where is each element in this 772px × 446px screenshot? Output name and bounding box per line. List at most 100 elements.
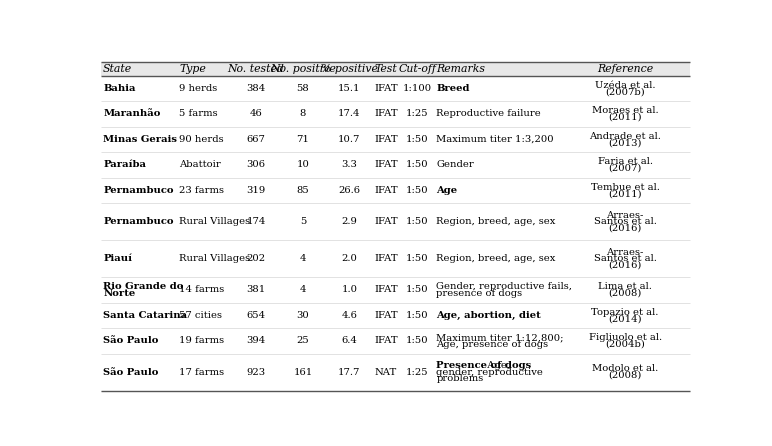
Text: 1:50: 1:50 bbox=[406, 161, 428, 169]
Text: Gender: Gender bbox=[436, 161, 474, 169]
Text: Uzéda et al.: Uzéda et al. bbox=[595, 81, 655, 90]
Text: Modolo et al.: Modolo et al. bbox=[592, 364, 659, 373]
Text: (2013): (2013) bbox=[608, 138, 642, 147]
Text: Minas Gerais: Minas Gerais bbox=[103, 135, 177, 144]
Text: Pernambuco: Pernambuco bbox=[103, 217, 174, 226]
Text: IFAT: IFAT bbox=[374, 217, 398, 226]
Text: (2007b): (2007b) bbox=[605, 87, 645, 96]
Text: 381: 381 bbox=[246, 285, 266, 294]
Text: (2008): (2008) bbox=[608, 289, 642, 298]
Text: 4: 4 bbox=[300, 254, 306, 263]
Text: 90 herds: 90 herds bbox=[179, 135, 224, 144]
Text: 10: 10 bbox=[296, 161, 310, 169]
Text: 19 farms: 19 farms bbox=[179, 336, 224, 346]
Text: 8: 8 bbox=[300, 109, 306, 118]
Text: 1:50: 1:50 bbox=[406, 186, 428, 195]
Text: Abattoir: Abattoir bbox=[179, 161, 221, 169]
Text: 15.1: 15.1 bbox=[338, 84, 361, 93]
Text: 25: 25 bbox=[296, 336, 310, 346]
Text: IFAT: IFAT bbox=[374, 109, 398, 118]
Text: No. tested: No. tested bbox=[228, 64, 284, 74]
Text: IFAT: IFAT bbox=[374, 135, 398, 144]
Text: Maranhão: Maranhão bbox=[103, 109, 161, 118]
Text: 17 farms: 17 farms bbox=[179, 368, 224, 377]
Bar bbox=[101, 328, 690, 354]
Text: Santa Catarina: Santa Catarina bbox=[103, 311, 187, 320]
Bar bbox=[101, 354, 690, 391]
Text: Maximum titer 1:12,800;: Maximum titer 1:12,800; bbox=[436, 333, 564, 342]
Bar bbox=[101, 240, 690, 277]
Bar bbox=[101, 101, 690, 127]
Text: Breed: Breed bbox=[436, 84, 470, 93]
Text: Bahia: Bahia bbox=[103, 84, 136, 93]
Text: IFAT: IFAT bbox=[374, 186, 398, 195]
Text: State: State bbox=[103, 64, 132, 74]
Text: São Paulo: São Paulo bbox=[103, 368, 158, 377]
Bar bbox=[101, 203, 690, 240]
Text: 6.4: 6.4 bbox=[341, 336, 357, 346]
Text: Santos et al.: Santos et al. bbox=[594, 217, 656, 226]
Text: (2007): (2007) bbox=[608, 164, 642, 173]
Text: 161: 161 bbox=[293, 368, 313, 377]
Text: Santos et al.: Santos et al. bbox=[594, 254, 656, 263]
Text: (2014): (2014) bbox=[608, 314, 642, 323]
Text: 71: 71 bbox=[296, 135, 310, 144]
Text: Remarks: Remarks bbox=[436, 64, 486, 74]
Bar bbox=[101, 76, 690, 101]
Text: 10.7: 10.7 bbox=[338, 135, 361, 144]
Text: 1:50: 1:50 bbox=[406, 254, 428, 263]
Text: Reference: Reference bbox=[597, 64, 653, 74]
Text: 1.0: 1.0 bbox=[341, 285, 357, 294]
Text: gender, reproductive: gender, reproductive bbox=[436, 368, 543, 377]
Text: 17.4: 17.4 bbox=[338, 109, 361, 118]
Text: (2016): (2016) bbox=[608, 261, 642, 270]
Text: Andrade et al.: Andrade et al. bbox=[589, 132, 661, 140]
Text: 26.6: 26.6 bbox=[338, 186, 361, 195]
Text: IFAT: IFAT bbox=[374, 254, 398, 263]
Text: 4.6: 4.6 bbox=[341, 311, 357, 320]
Text: % positive: % positive bbox=[321, 64, 378, 74]
Text: Lima et al.: Lima et al. bbox=[598, 282, 652, 291]
Text: IFAT: IFAT bbox=[374, 161, 398, 169]
Text: Cut-off: Cut-off bbox=[398, 64, 436, 74]
Text: Paraíba: Paraíba bbox=[103, 161, 146, 169]
Text: NAT: NAT bbox=[374, 368, 397, 377]
Text: 2.0: 2.0 bbox=[341, 254, 357, 263]
Text: presence of dogs: presence of dogs bbox=[436, 289, 523, 298]
Text: 85: 85 bbox=[296, 186, 310, 195]
Text: Moraes et al.: Moraes et al. bbox=[592, 106, 659, 115]
Text: (2004b): (2004b) bbox=[605, 340, 645, 349]
Text: 1:50: 1:50 bbox=[406, 336, 428, 346]
Text: Rio Grande do: Rio Grande do bbox=[103, 282, 184, 291]
Text: 384: 384 bbox=[246, 84, 266, 93]
Text: 23 farms: 23 farms bbox=[179, 186, 224, 195]
Text: Presence of dogs: Presence of dogs bbox=[436, 361, 532, 370]
Text: problems: problems bbox=[436, 374, 483, 383]
Bar bbox=[101, 152, 690, 178]
Bar bbox=[101, 303, 690, 328]
Text: 2.9: 2.9 bbox=[341, 217, 357, 226]
Text: Type: Type bbox=[179, 64, 206, 74]
Text: Piauí: Piauí bbox=[103, 254, 132, 263]
Text: (2008): (2008) bbox=[608, 371, 642, 380]
Text: Figliuolo et al.: Figliuolo et al. bbox=[588, 333, 662, 342]
Text: 5: 5 bbox=[300, 217, 306, 226]
Text: IFAT: IFAT bbox=[374, 84, 398, 93]
Text: Topazio et al.: Topazio et al. bbox=[591, 308, 659, 317]
Text: 4: 4 bbox=[300, 285, 306, 294]
Text: Age: Age bbox=[436, 186, 458, 195]
Text: 1:50: 1:50 bbox=[406, 217, 428, 226]
Text: 923: 923 bbox=[246, 368, 266, 377]
Text: Test: Test bbox=[374, 64, 397, 74]
Text: Gender, reproductive fails,: Gender, reproductive fails, bbox=[436, 282, 572, 291]
Text: Maximum titer 1:3,200: Maximum titer 1:3,200 bbox=[436, 135, 554, 144]
Text: 174: 174 bbox=[246, 217, 266, 226]
Text: 306: 306 bbox=[246, 161, 266, 169]
Bar bbox=[101, 62, 690, 76]
Text: 1:50: 1:50 bbox=[406, 135, 428, 144]
Text: 667: 667 bbox=[246, 135, 266, 144]
Text: 654: 654 bbox=[246, 311, 266, 320]
Text: 1:100: 1:100 bbox=[403, 84, 432, 93]
Text: Pernambuco: Pernambuco bbox=[103, 186, 174, 195]
Text: IFAT: IFAT bbox=[374, 336, 398, 346]
